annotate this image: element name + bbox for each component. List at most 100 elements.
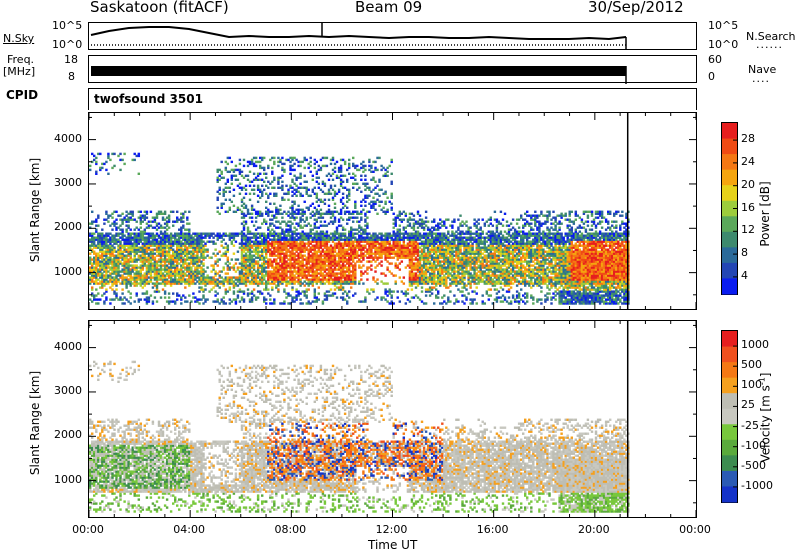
power-cell xyxy=(167,262,171,265)
power-cell xyxy=(341,158,345,162)
power-cell xyxy=(301,212,304,215)
power-cell xyxy=(163,242,167,245)
power-cell xyxy=(172,282,175,285)
power-cell xyxy=(410,280,414,283)
power-cell xyxy=(101,262,104,265)
power-cell xyxy=(333,272,337,275)
power-cell xyxy=(174,238,177,241)
power-cell xyxy=(228,236,232,239)
power-cell xyxy=(196,244,199,247)
power-cell xyxy=(301,186,304,189)
power-cell xyxy=(281,252,284,255)
power-cell xyxy=(366,250,369,253)
power-cell xyxy=(402,292,406,295)
power-cell xyxy=(161,240,165,243)
power-cell xyxy=(176,272,179,275)
power-cell xyxy=(374,186,377,189)
power-cell xyxy=(153,240,157,243)
power-cell xyxy=(319,166,323,170)
power-cell xyxy=(167,260,171,263)
power-cell xyxy=(137,270,141,273)
power-cell xyxy=(303,280,306,283)
power-cell xyxy=(319,282,323,285)
power-cell xyxy=(291,288,294,291)
power-cell xyxy=(163,282,167,285)
power-cell xyxy=(289,240,292,243)
power-cell xyxy=(384,288,387,291)
power-cell xyxy=(273,270,276,273)
power-cell xyxy=(127,266,130,269)
power-cell xyxy=(182,278,185,281)
power-cell xyxy=(172,224,175,227)
power-cell xyxy=(226,246,230,249)
power-cell xyxy=(341,292,345,295)
power-cell xyxy=(283,302,286,305)
power-cell xyxy=(234,276,238,279)
power-cell xyxy=(273,302,276,305)
power-cell xyxy=(123,240,126,243)
power-cell xyxy=(404,212,408,215)
power-cell xyxy=(277,176,280,179)
power-cell xyxy=(360,238,363,241)
power-cell xyxy=(360,212,363,215)
power-cell xyxy=(384,192,387,195)
power-cell xyxy=(248,162,252,166)
power-cell xyxy=(107,172,110,175)
power-cell xyxy=(256,252,260,255)
power-cell xyxy=(285,184,288,187)
power-cell xyxy=(382,242,385,245)
power-cell xyxy=(311,214,315,217)
power-cell xyxy=(196,264,199,267)
power-cell xyxy=(121,238,124,241)
power-cell xyxy=(360,204,363,207)
power-cell xyxy=(186,266,189,269)
power-cell xyxy=(327,260,331,263)
power-cell xyxy=(333,206,337,209)
power-cell xyxy=(174,242,177,245)
power-cell xyxy=(358,240,361,243)
power-cell xyxy=(263,264,266,267)
power-cell xyxy=(248,242,252,245)
power-cell xyxy=(327,212,331,215)
power-cell xyxy=(123,260,126,263)
power-cell xyxy=(297,276,300,279)
power-cell xyxy=(301,248,304,251)
power-cell xyxy=(416,236,420,239)
power-cell xyxy=(139,238,143,241)
power-cell xyxy=(366,242,369,245)
power-cell xyxy=(305,264,308,267)
power-cell xyxy=(109,280,112,283)
power-cell xyxy=(252,258,256,261)
power-cell xyxy=(279,204,282,207)
power-cell xyxy=(333,194,337,197)
power-cell xyxy=(263,246,266,249)
power-cell xyxy=(135,270,138,273)
power-cell xyxy=(238,280,242,283)
power-cell xyxy=(279,252,282,255)
power-cell xyxy=(319,214,323,217)
power-cell xyxy=(220,172,223,175)
power-cell xyxy=(206,240,209,243)
power-cell xyxy=(360,190,363,193)
power-cell xyxy=(285,268,288,271)
power-cell xyxy=(250,296,254,299)
power-cell xyxy=(398,250,402,253)
power-cells xyxy=(89,152,630,305)
power-cell xyxy=(145,274,149,277)
power-cell xyxy=(317,234,321,237)
power-cell xyxy=(141,238,145,241)
power-cell xyxy=(107,246,110,249)
power-cell xyxy=(277,252,280,255)
power-cell xyxy=(285,284,288,287)
power-cell xyxy=(352,242,355,245)
power-cell xyxy=(325,248,329,251)
power-cell xyxy=(281,266,284,269)
power-cell xyxy=(143,298,147,301)
power-cell xyxy=(256,248,260,251)
power-cell xyxy=(333,268,337,271)
power-cell xyxy=(188,294,191,297)
power-cell xyxy=(341,282,345,285)
power-cell xyxy=(402,232,406,235)
power-cell xyxy=(329,158,333,162)
power-cell xyxy=(218,274,221,277)
